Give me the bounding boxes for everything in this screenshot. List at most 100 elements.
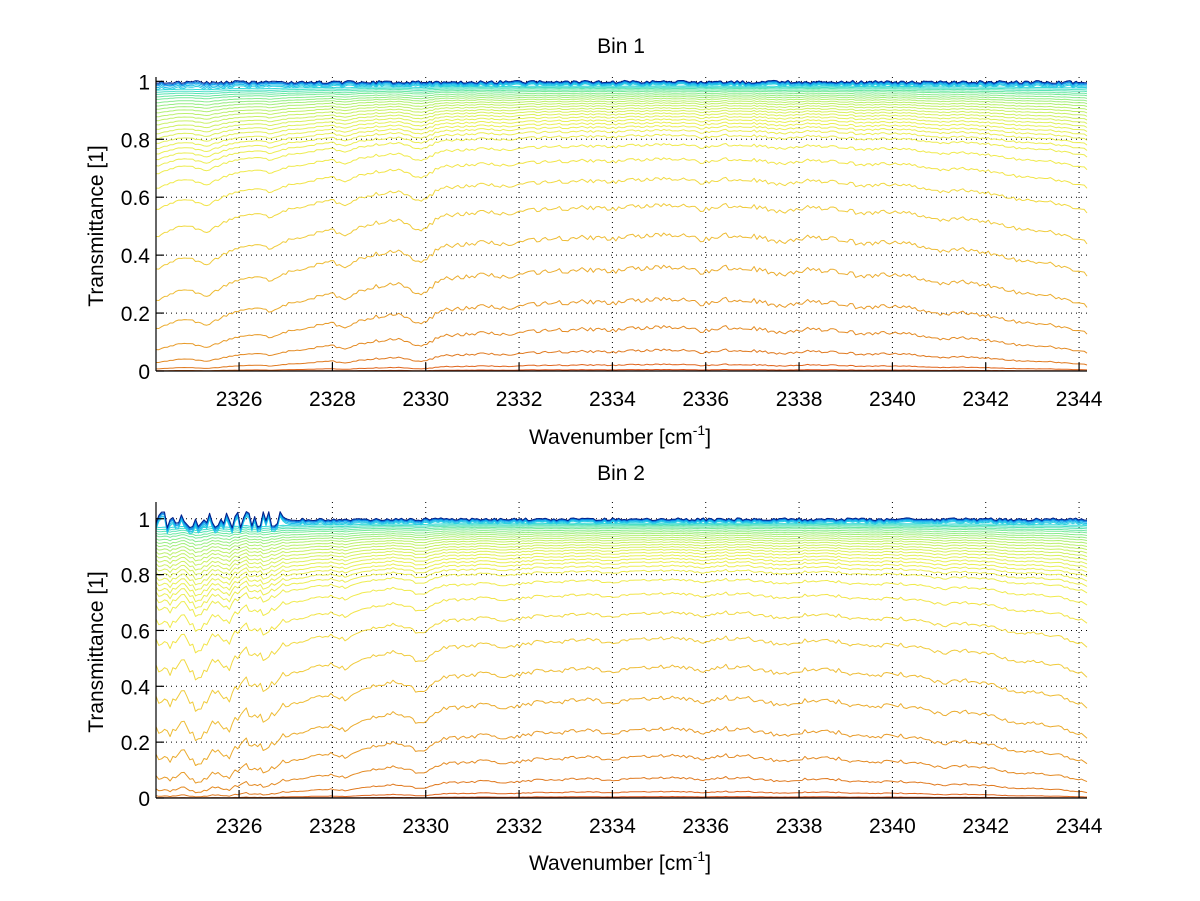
x-tick-label: 2342 (962, 388, 1009, 411)
series-line (155, 124, 1088, 161)
x-tick-label: 2334 (589, 815, 636, 838)
series-line (155, 511, 1088, 529)
series-line (155, 526, 1088, 536)
series-line (155, 753, 1088, 794)
y-tick-label: 0.4 (121, 676, 151, 699)
series-group (155, 79, 1088, 372)
series-line (155, 115, 1088, 144)
series-line (155, 551, 1088, 586)
series-line (155, 97, 1088, 114)
series-line (155, 513, 1088, 531)
chart-title: Bin 2 (597, 462, 645, 485)
series-line (155, 203, 1088, 270)
y-tick-label: 0.8 (121, 129, 150, 152)
x-axis-label-main: Wavenumber [cm (529, 426, 693, 449)
series-line (155, 100, 1088, 118)
x-tick-label: 2332 (496, 815, 543, 838)
y-tick-label: 0.4 (121, 245, 151, 268)
series-line (155, 545, 1088, 576)
y-axis-label: Transmittance [1] (85, 145, 108, 306)
series-line (155, 725, 1088, 784)
series-line (155, 536, 1088, 558)
series-line (155, 118, 1088, 150)
y-tick-label: 0.2 (121, 303, 150, 326)
y-tick-label: 0.6 (121, 187, 150, 210)
series-line (155, 296, 1088, 351)
series-line (155, 694, 1088, 766)
x-tick-label: 2332 (496, 388, 543, 411)
series-line (155, 102, 1088, 122)
series-line (155, 790, 1088, 799)
x-tick-label: 2328 (309, 388, 356, 411)
series-line (155, 112, 1088, 139)
x-tick-label: 2340 (869, 388, 916, 411)
y-tick-label: 0.6 (121, 620, 150, 643)
series-line (156, 348, 1088, 370)
series-line (155, 83, 1088, 90)
series-line (156, 89, 1088, 98)
series-line (156, 87, 1088, 95)
series-line (155, 264, 1088, 329)
series-group (155, 511, 1088, 799)
series-line (156, 90, 1088, 100)
series-line (155, 610, 1088, 681)
series-line (155, 564, 1088, 609)
x-axis-label-main: Wavenumber [cm (529, 852, 693, 875)
panel-bin-1: Bin 1 2326 2328 2330 2332 2334 2336 2338 2340 23… (85, 35, 1103, 449)
axes (155, 502, 1087, 799)
series-line (155, 591, 1088, 654)
series-line (155, 524, 1088, 534)
x-tick-label: 2344 (1056, 388, 1103, 411)
series-line (155, 523, 1088, 531)
series-line (155, 121, 1088, 155)
x-tick-label: 2336 (682, 388, 729, 411)
y-tick-label: 0.2 (121, 732, 150, 755)
series-line (155, 534, 1088, 554)
y-tick-label: 0 (138, 788, 150, 811)
series-line (155, 663, 1088, 742)
x-axis-label: Wavenumber [cm-1] (529, 422, 711, 449)
series-line (156, 94, 1088, 107)
series-line (156, 85, 1088, 91)
x-tick-label: 2340 (869, 815, 916, 838)
series-line (155, 82, 1088, 89)
x-tick-label: 2330 (402, 388, 449, 411)
series-line (155, 143, 1088, 189)
series-line (155, 92, 1088, 104)
series-line (155, 532, 1088, 550)
y-axis-label: Transmittance [1] (85, 571, 108, 732)
series-line (155, 232, 1088, 301)
series-line (155, 557, 1088, 597)
axes (155, 77, 1087, 372)
series-line (155, 527, 1088, 539)
y-tick-label: 1 (138, 509, 150, 532)
x-tick-label: 2338 (776, 815, 823, 838)
y-tick-label: 0 (138, 361, 150, 384)
x-tick-label: 2326 (216, 815, 263, 838)
series-line (155, 530, 1088, 546)
x-tick-label: 2326 (216, 388, 263, 411)
x-tick-labels: 2326 2328 2330 2332 2334 2336 2338 2340 2342 2344 (216, 388, 1103, 411)
x-axis-label: Wavenumber [cm-1] (529, 848, 711, 875)
series-line (155, 514, 1088, 533)
series-line (155, 560, 1088, 603)
series-line (155, 363, 1088, 372)
x-tick-label: 2342 (962, 815, 1009, 838)
x-axis-label-superscript: -1 (693, 848, 706, 864)
series-line (155, 512, 1088, 530)
series-line (155, 107, 1088, 130)
series-line (155, 95, 1088, 110)
x-tick-label: 2344 (1056, 815, 1103, 838)
x-tick-label: 2328 (309, 815, 356, 838)
y-tick-labels: 0 0.2 0.4 0.6 0.8 1 (121, 509, 151, 811)
series-line (155, 104, 1088, 126)
x-axis-label-end: ] (705, 426, 711, 449)
series-line (155, 515, 1088, 535)
series-line (155, 538, 1088, 562)
y-tick-label: 1 (138, 71, 150, 94)
series-line (155, 548, 1088, 581)
series-line (156, 325, 1088, 363)
x-tick-label: 2336 (682, 815, 729, 838)
x-tick-label: 2334 (589, 388, 636, 411)
